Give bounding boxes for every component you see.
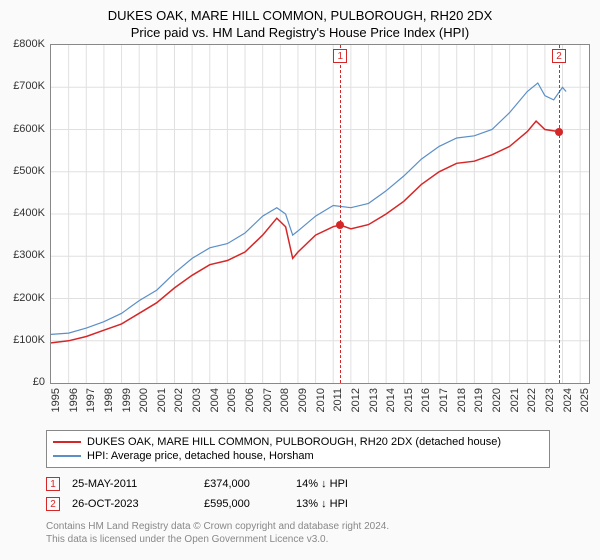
x-axis-label: 1996 xyxy=(68,388,80,412)
y-axis-label: £600K xyxy=(13,123,45,135)
x-axis-label: 2001 xyxy=(156,388,168,412)
x-axis-label: 2023 xyxy=(544,388,556,412)
marker-number-box: 2 xyxy=(46,497,60,511)
plot-region: 12 xyxy=(50,44,590,384)
x-axis-label: 1997 xyxy=(85,388,97,412)
series-hpi xyxy=(51,83,566,334)
x-axis-label: 2016 xyxy=(420,388,432,412)
x-axis-label: 2012 xyxy=(350,388,362,412)
y-axis-label: £800K xyxy=(13,38,45,50)
x-axis-label: 2021 xyxy=(509,388,521,412)
marker-dot-2 xyxy=(555,128,563,136)
legend-label: HPI: Average price, detached house, Hors… xyxy=(87,450,314,462)
y-axis-label: £0 xyxy=(33,376,45,388)
x-axis-label: 2020 xyxy=(491,388,503,412)
marker-date: 26-OCT-2023 xyxy=(72,498,192,510)
x-axis-label: 2013 xyxy=(368,388,380,412)
x-axis-label: 2019 xyxy=(473,388,485,412)
footer-line-1: Contains HM Land Registry data © Crown c… xyxy=(46,520,600,533)
x-axis-label: 2011 xyxy=(332,388,344,412)
x-axis-label: 2024 xyxy=(562,388,574,412)
y-axis-label: £700K xyxy=(13,80,45,92)
chart-subtitle: Price paid vs. HM Land Registry's House … xyxy=(0,25,600,40)
marker-price: £374,000 xyxy=(204,478,284,490)
x-axis-label: 1998 xyxy=(103,388,115,412)
legend-row: HPI: Average price, detached house, Hors… xyxy=(53,449,543,463)
y-axis-label: £400K xyxy=(13,207,45,219)
y-axis-label: £200K xyxy=(13,292,45,304)
y-axis-label: £500K xyxy=(13,165,45,177)
legend-label: DUKES OAK, MARE HILL COMMON, PULBOROUGH,… xyxy=(87,436,501,448)
marker-badge-2: 2 xyxy=(552,49,566,63)
marker-vline-1 xyxy=(340,45,341,383)
y-axis-label: £300K xyxy=(13,249,45,261)
x-axis-label: 1995 xyxy=(50,388,62,412)
x-axis-label: 2005 xyxy=(226,388,238,412)
marker-table: 1 25-MAY-2011 £374,000 14% ↓ HPI 2 26-OCT-202… xyxy=(46,474,550,514)
marker-badge-1: 1 xyxy=(333,49,347,63)
x-axis-label: 2010 xyxy=(315,388,327,412)
marker-date: 25-MAY-2011 xyxy=(72,478,192,490)
legend-box: DUKES OAK, MARE HILL COMMON, PULBOROUGH,… xyxy=(46,430,550,468)
y-axis-label: £100K xyxy=(13,334,45,346)
x-axis-label: 2004 xyxy=(209,388,221,412)
x-axis-label: 2007 xyxy=(262,388,274,412)
x-axis-label: 2009 xyxy=(297,388,309,412)
plot-svg xyxy=(51,45,589,383)
marker-diff: 14% ↓ HPI xyxy=(296,478,396,490)
footer-attribution: Contains HM Land Registry data © Crown c… xyxy=(46,520,600,546)
chart-title: DUKES OAK, MARE HILL COMMON, PULBOROUGH,… xyxy=(0,8,600,23)
x-axis-label: 1999 xyxy=(121,388,133,412)
marker-price: £595,000 xyxy=(204,498,284,510)
marker-table-row: 1 25-MAY-2011 £374,000 14% ↓ HPI xyxy=(46,474,550,494)
marker-number-box: 1 xyxy=(46,477,60,491)
x-axis-label: 2025 xyxy=(579,388,591,412)
marker-table-row: 2 26-OCT-2023 £595,000 13% ↓ HPI xyxy=(46,494,550,514)
legend-swatch xyxy=(53,455,81,457)
marker-diff: 13% ↓ HPI xyxy=(296,498,396,510)
x-axis-label: 2015 xyxy=(403,388,415,412)
x-axis-label: 2017 xyxy=(438,388,450,412)
x-axis-label: 2014 xyxy=(385,388,397,412)
marker-dot-1 xyxy=(336,221,344,229)
chart-area: 12 £0£100K£200K£300K£400K£500K£600K£700K… xyxy=(40,44,600,424)
x-axis-label: 2002 xyxy=(173,388,185,412)
x-axis-label: 2018 xyxy=(456,388,468,412)
x-axis-label: 2003 xyxy=(191,388,203,412)
x-axis-label: 2000 xyxy=(138,388,150,412)
marker-vline-2 xyxy=(559,45,560,383)
x-axis-label: 2008 xyxy=(279,388,291,412)
x-axis-label: 2006 xyxy=(244,388,256,412)
legend-row: DUKES OAK, MARE HILL COMMON, PULBOROUGH,… xyxy=(53,435,543,449)
x-axis-label: 2022 xyxy=(526,388,538,412)
legend-swatch xyxy=(53,441,81,443)
footer-line-2: This data is licensed under the Open Gov… xyxy=(46,533,600,546)
